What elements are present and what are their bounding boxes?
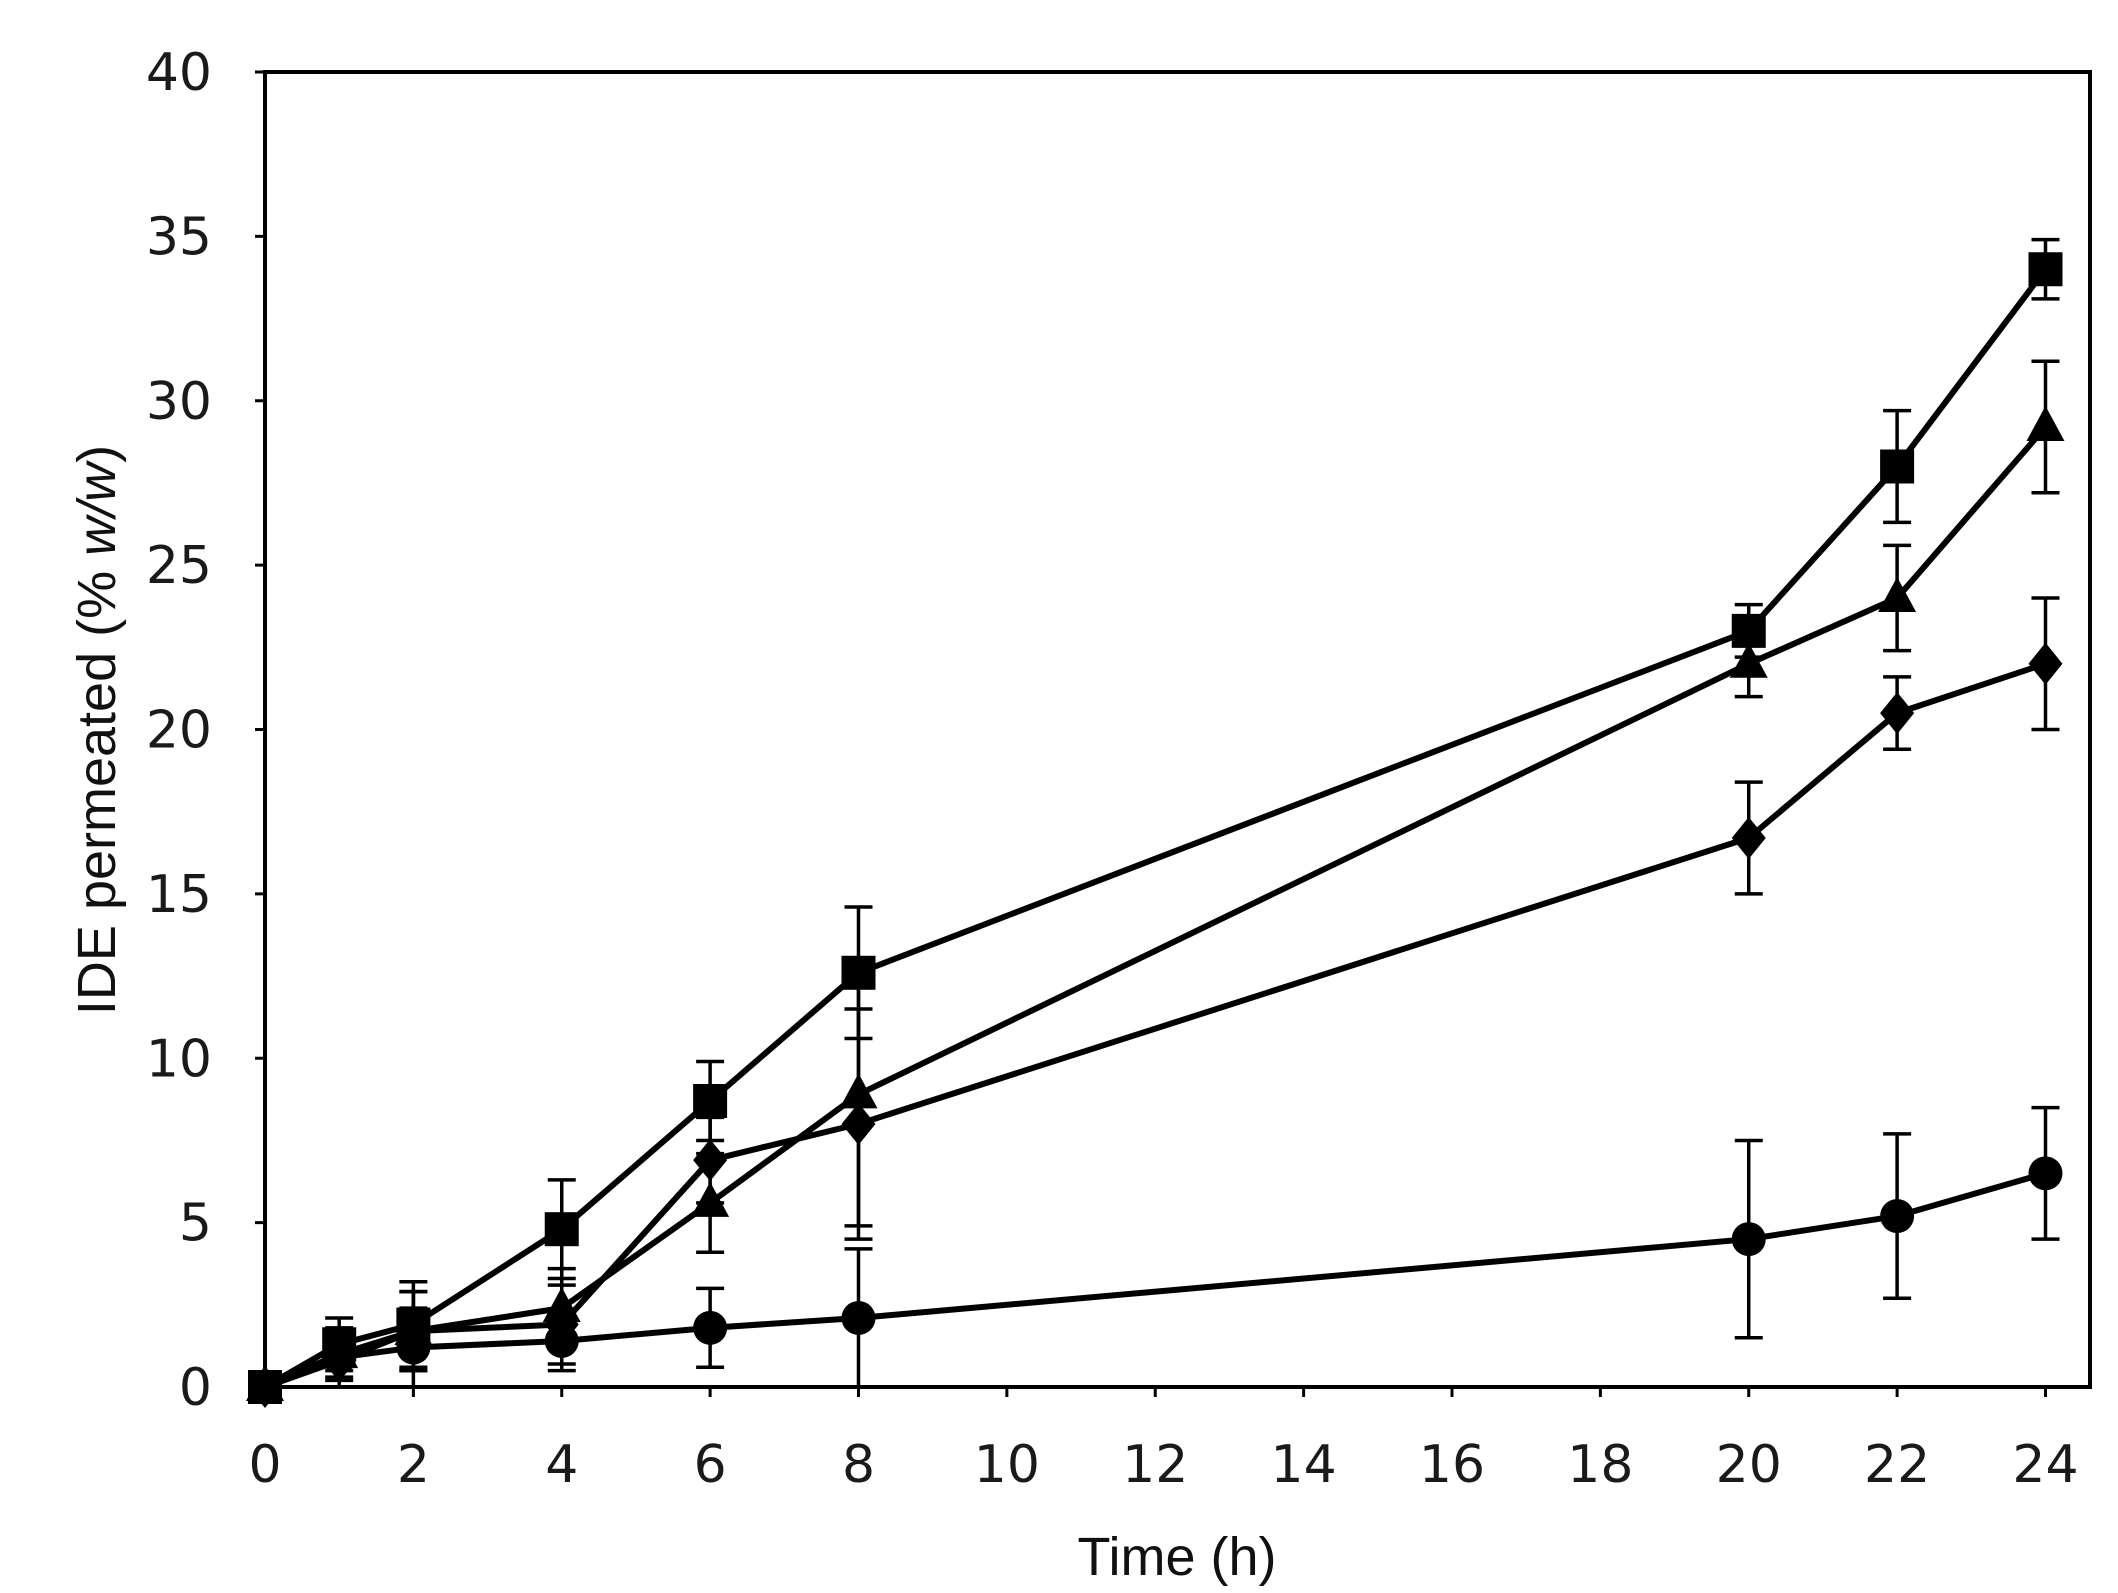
data-point-diamond [693, 1139, 728, 1182]
x-tick-label: 6 [694, 1435, 727, 1495]
y-tick-label: 40 [146, 43, 212, 103]
series-line-square [263, 267, 2048, 1390]
data-point-circle [693, 1310, 728, 1345]
x-tick-label: 24 [2012, 1435, 2078, 1495]
data-point-diamond [1731, 816, 1766, 859]
x-tick-label: 22 [1864, 1435, 1930, 1495]
data-point-circle [1731, 1222, 1766, 1257]
series-line-circle [263, 1170, 2047, 1390]
x-tick-label: 10 [974, 1435, 1040, 1495]
data-point-triangle [1878, 577, 1917, 612]
y-axis-label-main: IDE permeated (% [67, 556, 127, 1015]
y-tick-label: 5 [179, 1194, 212, 1254]
x-tick-label: 8 [842, 1435, 875, 1495]
data-point-square [1880, 449, 1915, 484]
y-axis-label: IDE permeated (% w/w) [67, 445, 127, 1015]
y-tick-label: 10 [146, 1029, 212, 1089]
x-axis-label: Time (h) [1078, 1527, 1277, 1587]
series-circle [248, 1105, 2063, 1404]
series-square [248, 237, 2063, 1404]
data-point-diamond [2028, 642, 2063, 685]
data-point-square [2028, 252, 2063, 287]
x-tick-label: 12 [1122, 1435, 1188, 1495]
series-line-triangle [263, 425, 2048, 1390]
x-tick-label: 14 [1271, 1435, 1337, 1495]
data-point-triangle [2026, 406, 2065, 442]
series-line-diamond [263, 660, 2047, 1390]
data-point-circle [322, 1340, 357, 1375]
y-tick-label: 15 [146, 865, 212, 925]
data-point-circle [248, 1370, 282, 1404]
x-tick-label: 2 [397, 1435, 430, 1495]
y-tick-label: 25 [146, 536, 212, 596]
x-tick-label: 20 [1716, 1435, 1782, 1495]
data-point-triangle [1729, 642, 1768, 678]
data-point-diamond [841, 1103, 876, 1145]
data-point-circle [544, 1323, 579, 1358]
x-tick-label: 18 [1567, 1435, 1633, 1495]
data-point-diamond [1880, 692, 1915, 735]
series-layer [246, 237, 2065, 1408]
x-tick-label: 16 [1419, 1435, 1485, 1495]
y-tick-label: 0 [179, 1358, 212, 1418]
plot-frame [263, 70, 2092, 1389]
data-point-circle [1880, 1199, 1915, 1234]
y-tick-label: 35 [146, 207, 212, 267]
x-tick-label: 0 [248, 1435, 281, 1495]
y-tick-label: 30 [146, 372, 212, 432]
series-triangle [246, 359, 2065, 1401]
y-axis-label-italic: w/w [67, 460, 127, 556]
y-tick-label: 20 [146, 701, 212, 761]
data-point-square [544, 1212, 579, 1247]
data-point-circle [841, 1300, 876, 1335]
data-point-square [693, 1083, 728, 1118]
data-point-circle [396, 1330, 431, 1365]
data-point-circle [2028, 1156, 2063, 1191]
y-axis-label-end: ) [67, 445, 127, 463]
x-tick-label: 4 [545, 1435, 578, 1495]
series-diamond [248, 596, 2063, 1408]
